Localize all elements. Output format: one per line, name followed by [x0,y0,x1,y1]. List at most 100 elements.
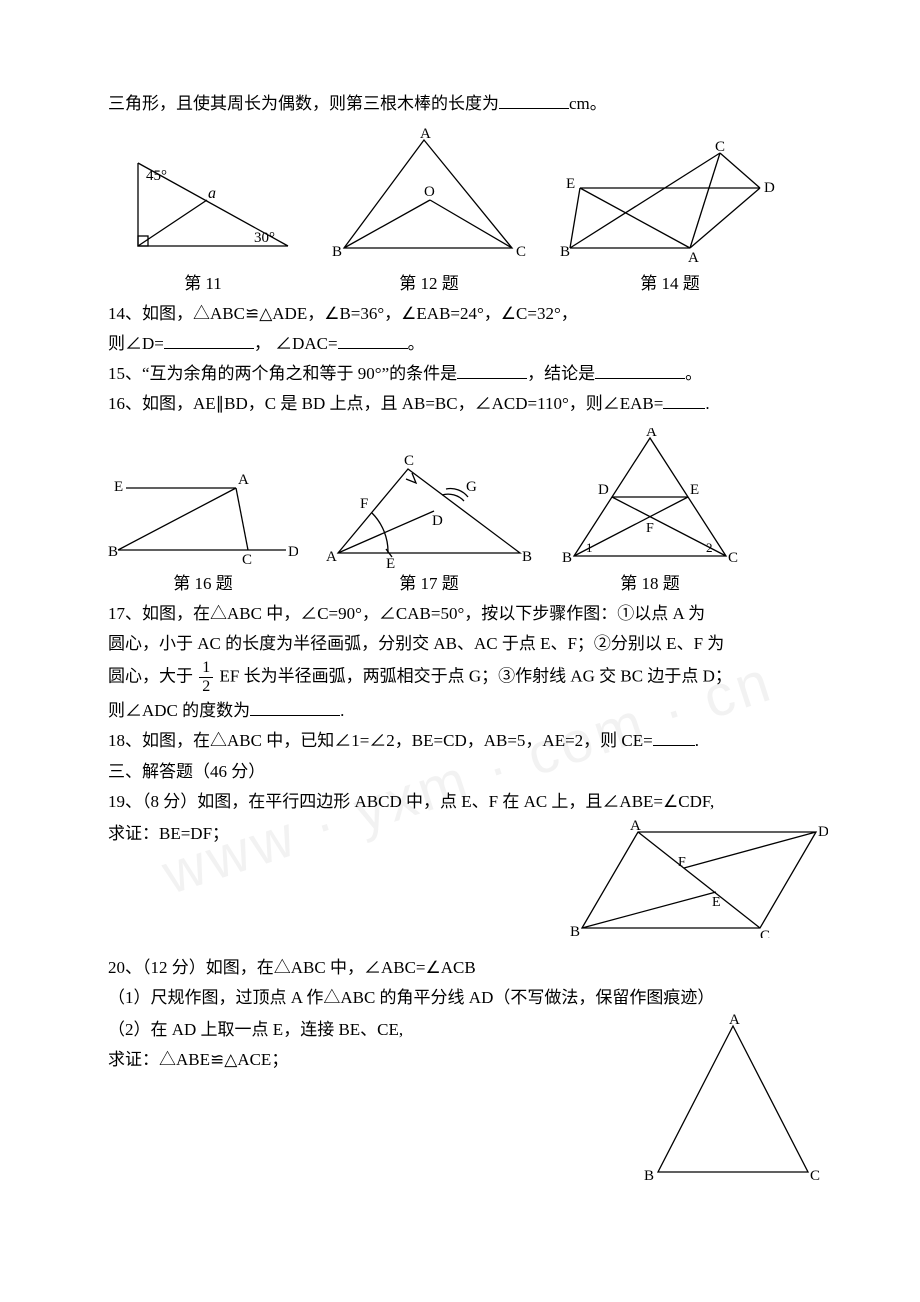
q16-line: 16、如图，AE∥BD，C 是 BD 上点，且 AB=BC，∠ACD=110°，… [108,390,828,418]
q18-pre: 18、如图，在△ABC 中，已知∠1=∠2，BE=CD，AB=5，AE=2，则 … [108,731,653,750]
angle-a-label: a [208,185,216,202]
figure-17-caption: 第 17 题 [399,570,459,598]
q14b-mid: ， ∠DAC= [254,334,338,353]
label-G: G [466,479,477,495]
label-D: D [432,513,443,529]
label-A: A [729,1014,740,1028]
blank [250,699,340,717]
q19-line2: 求证：BE=DF； [108,820,550,848]
label-B: B [522,549,532,565]
angle-45-label: 45° [146,168,167,184]
label-B: B [644,1168,654,1184]
label-D: D [764,180,775,196]
figure-16: E A B C D 第 16 题 [108,458,298,598]
q20-block: （2）在 AD 上取一点 E，连接 BE、CE, 求证：△ABE≌△ACE； A… [108,1014,828,1184]
label-C: C [242,552,252,568]
blank [663,391,705,409]
figure-row-2: E A B C D 第 16 题 C [108,428,828,598]
figure-row-1: 45° 30° a 第 11 A B C O 第 12 题 [108,128,828,298]
figure-20-svg: A B C [638,1014,828,1184]
label-A: A [646,428,657,440]
q18-line: 18、如图，在△ABC 中，已知∠1=∠2，BE=CD，AB=5，AE=2，则 … [108,727,828,755]
spacer [108,938,828,952]
figure-12-caption: 第 12 题 [399,270,459,298]
q17d-post: . [340,701,344,720]
label-A: A [238,472,249,488]
q15-line: 15、“互为余角的两个角之和等于 90°”的条件是，结论是。 [108,360,828,388]
label-A: A [326,549,337,565]
frac-num: 1 [199,660,213,678]
q18-post: . [695,731,699,750]
q19-block: 求证：BE=DF； A D B C F E [108,818,828,938]
label-B: B [332,244,342,260]
label-D: D [288,544,298,560]
label-F: F [646,521,654,536]
label-F: F [678,855,686,870]
label-C: C [516,244,526,260]
label-D: D [818,824,828,840]
figure-11-svg: 45° 30° a [108,148,298,268]
q14b-pre: 则∠D= [108,334,164,353]
label-C: C [760,928,770,938]
label-D: D [598,482,609,498]
q20-line1: 20、（12 分）如图，在△ABC 中，∠ABC=∠ACB [108,954,828,982]
label-C: C [728,550,738,566]
blank [499,91,569,109]
section3-header: 三、解答题（46 分） [108,758,828,786]
figure-14: C E D B A 第 14 题 [560,138,780,298]
label-C: C [715,139,725,155]
intro-text: 三角形，且使其周长为偶数，则第三根木棒的长度为 [108,94,499,113]
figure-14-svg: C E D B A [560,138,780,268]
figure-17: C A B F E D G 第 17 题 [324,453,534,598]
label-F: F [360,496,368,512]
q20-line2: （1）尺规作图，过顶点 A 作△ABC 的角平分线 AD（不写做法，保留作图痕迹… [108,984,828,1012]
blank [595,361,685,379]
figure-12-svg: A B C O [324,128,534,268]
label-E: E [386,556,395,568]
figure-18: A B C D E F 1 2 第 18 题 [560,428,740,598]
figure-17-svg: C A B F E D G [324,453,534,568]
blank [338,331,408,349]
figure-16-caption: 第 16 题 [173,570,233,598]
figure-18-caption: 第 18 题 [620,570,680,598]
label-E: E [712,895,721,910]
figure-11-caption: 第 11 [184,270,222,298]
label-E: E [114,479,123,495]
label-2: 2 [706,540,713,555]
label-C: C [810,1168,820,1184]
q17-line1: 17、如图，在△ABC 中，∠C=90°，∠CAB=50°，按以下步骤作图：①以… [108,600,828,628]
q20-line4: 求证：△ABE≌△ACE； [108,1046,620,1074]
q17d-pre: 则∠ADC 的度数为 [108,701,250,720]
q14-line1: 14、如图，△ABC≌△ADE，∠B=36°，∠EAB=24°，∠C=32°， [108,300,828,328]
figure-18-svg: A B C D E F 1 2 [560,428,740,568]
label-B: B [562,550,572,566]
label-A: A [688,250,699,266]
blank [164,331,254,349]
blank [653,729,695,747]
label-B: B [570,924,580,938]
q14-line2: 则∠D=， ∠DAC=。 [108,330,828,358]
figure-16-svg: E A B C D [108,458,298,568]
q17-line4: 则∠ADC 的度数为. [108,697,828,725]
figure-12: A B C O 第 12 题 [324,128,534,298]
q20-line3: （2）在 AD 上取一点 E，连接 BE、CE, [108,1016,620,1044]
frac-den: 2 [202,678,210,695]
q19-line1: 19、（8 分）如图，在平行四边形 ABCD 中，点 E、F 在 AC 上，且∠… [108,788,828,816]
figure-14-caption: 第 14 题 [640,270,700,298]
intro-unit: cm。 [569,94,607,113]
angle-30-label: 30° [254,230,275,246]
label-A: A [420,128,431,142]
label-O: O [424,184,435,200]
q15-post: 。 [685,364,702,383]
figure-11: 45° 30° a 第 11 [108,148,298,298]
label-A: A [630,818,641,834]
label-E: E [690,482,699,498]
q16-post: . [705,394,709,413]
q17c-post: EF 长为半径画弧，两弧相交于点 G；③作射线 AG 交 BC 边于点 D； [215,667,732,686]
label-B: B [560,244,570,260]
intro-line: 三角形，且使其周长为偶数，则第三根木棒的长度为 cm。 [108,90,828,118]
label-1: 1 [586,540,593,555]
q15-pre: 15、“互为余角的两个角之和等于 90°”的条件是 [108,364,457,383]
q16-pre: 16、如图，AE∥BD，C 是 BD 上点，且 AB=BC，∠ACD=110°，… [108,394,663,413]
fraction-half: 12 [199,660,213,695]
